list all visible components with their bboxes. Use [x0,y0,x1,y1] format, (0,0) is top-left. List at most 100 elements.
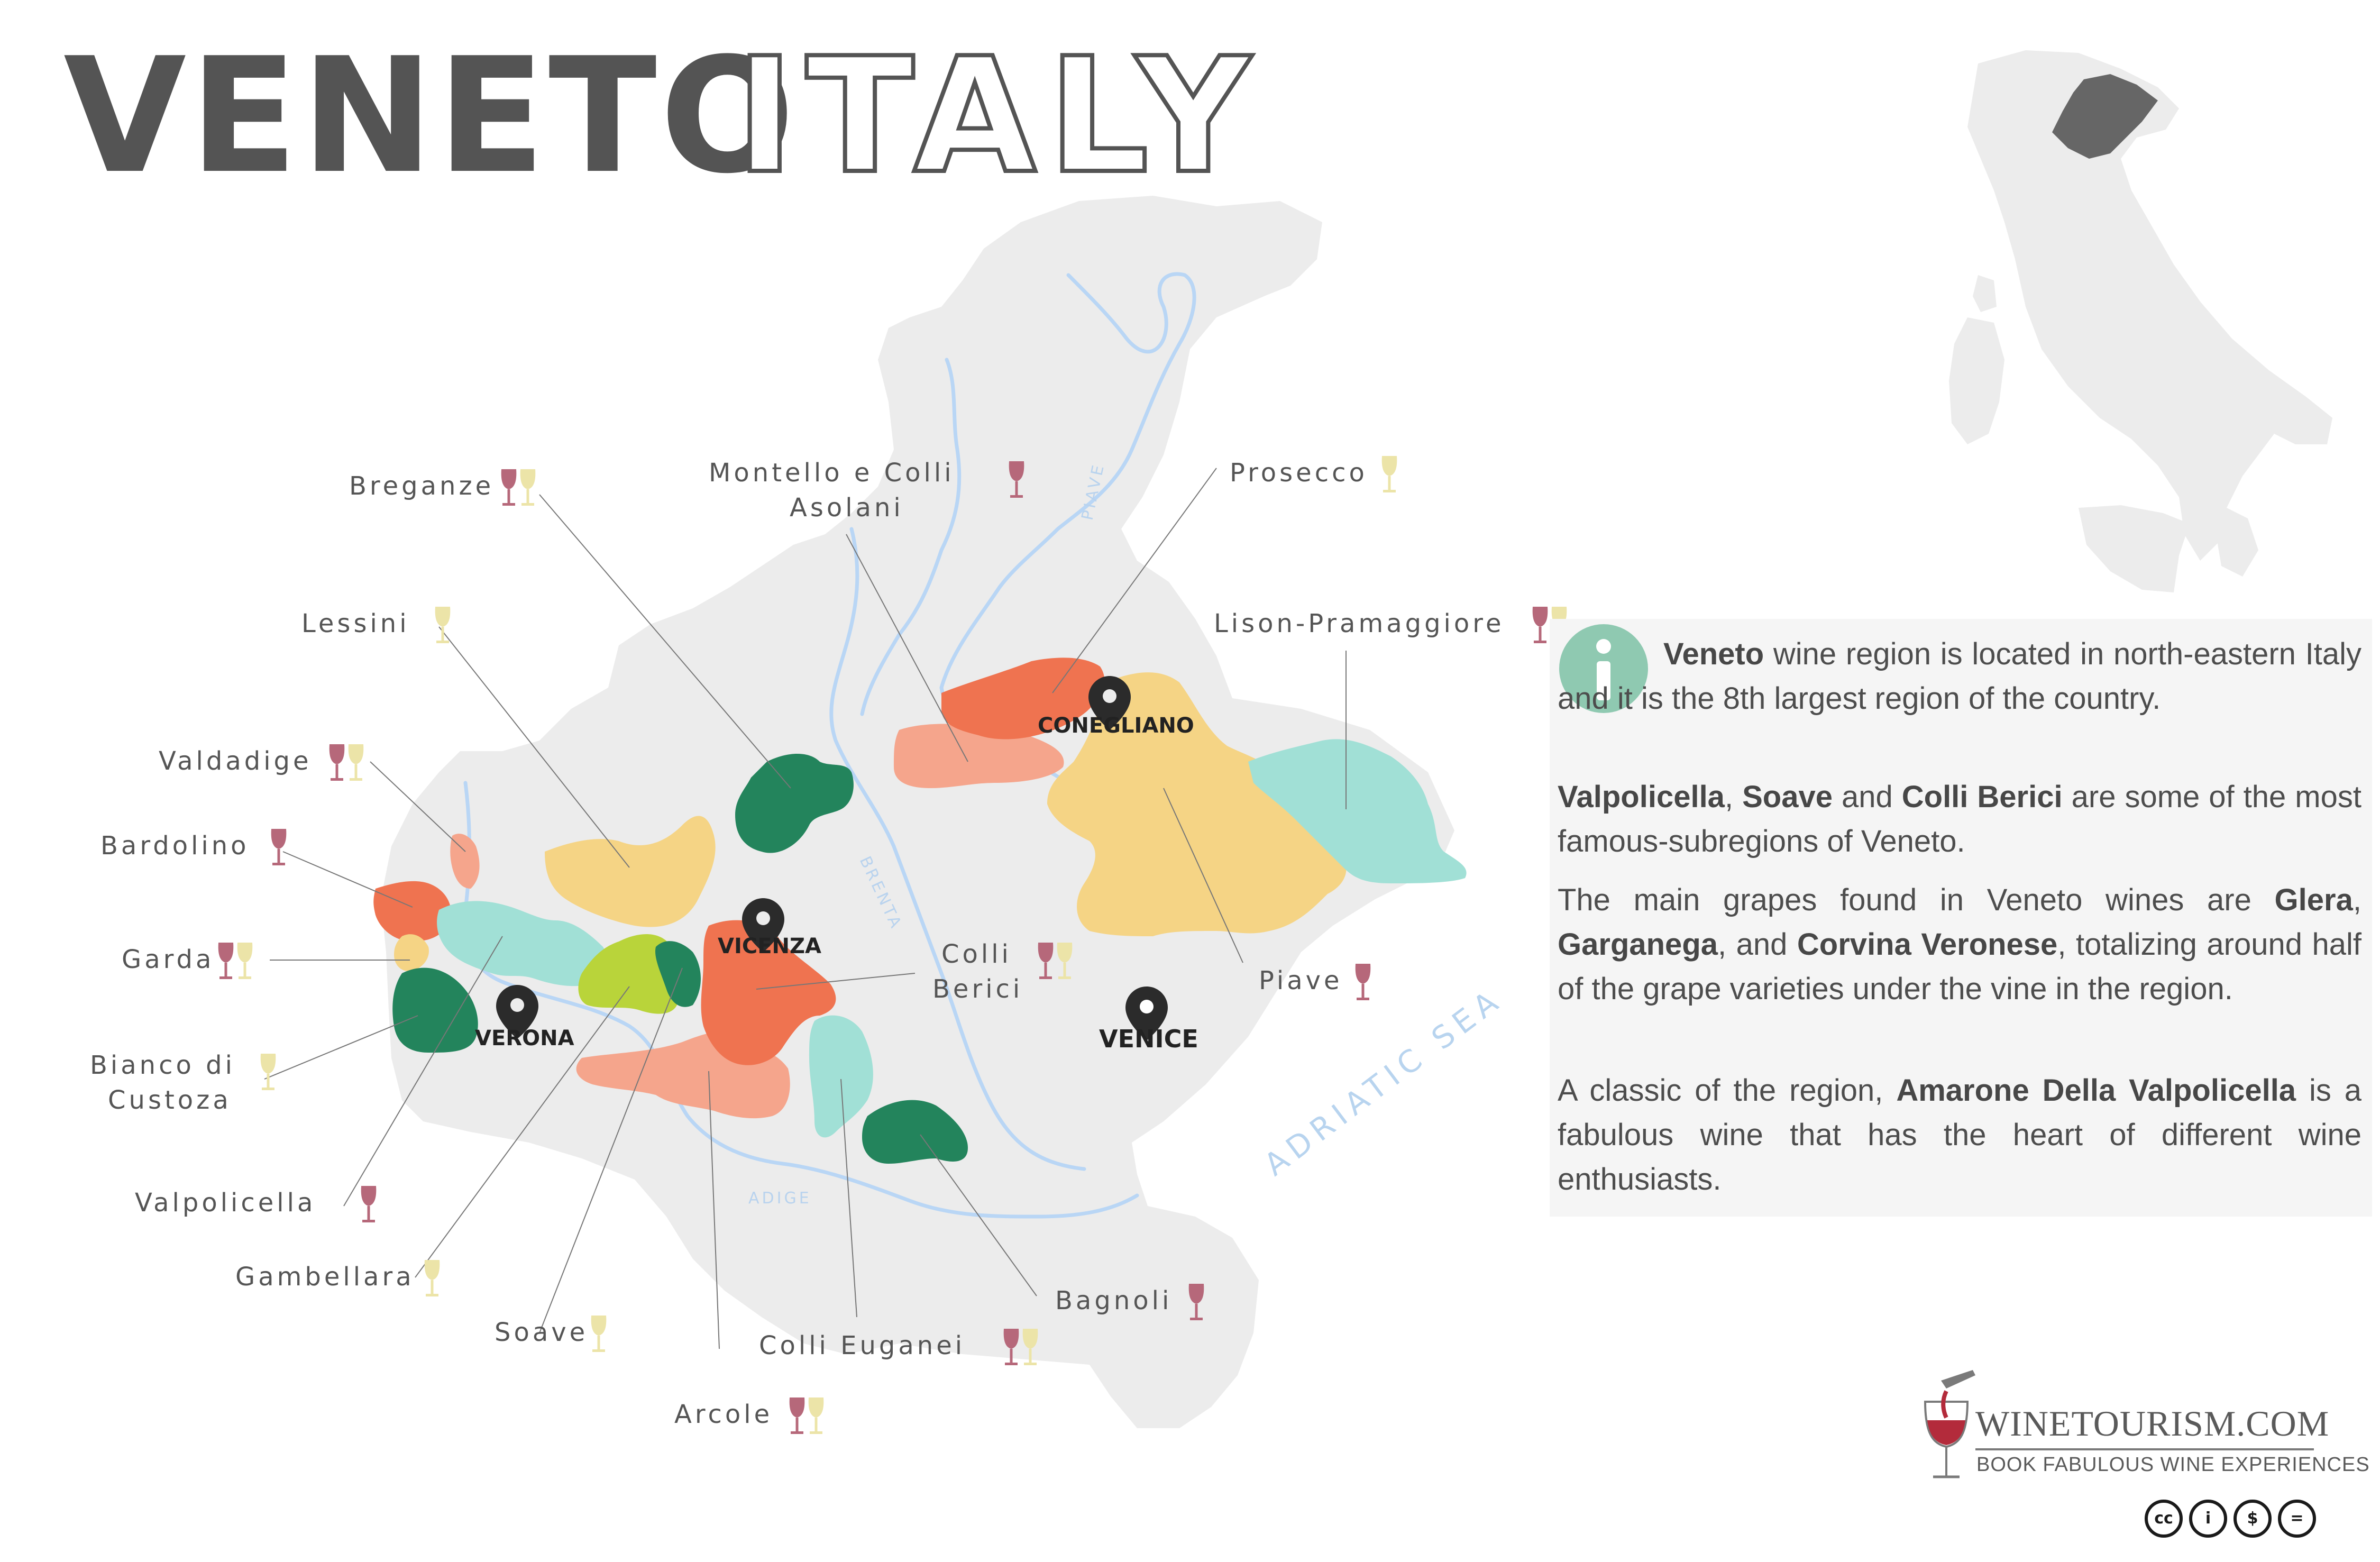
white-wine-glass-icon [435,607,451,643]
leader-colli-berici [756,973,916,990]
region-name: Lessini [301,609,410,638]
wine-subregions [373,657,1467,1164]
leader-soave [539,967,683,1333]
region-name: Arcole [674,1400,773,1429]
leader-arcole [708,1071,720,1349]
leader-lessini [438,626,630,868]
red-wine-glass-icon [1188,1284,1204,1320]
city-marker-conegliano: CONEGLIANO [1038,676,1194,738]
leader-euganei [840,1079,857,1318]
city-marker-vicenza: VICENZA [718,898,821,958]
region-label-bianco-di: Bianco di Custoza [90,1051,276,1115]
sardinia [1949,317,2004,444]
red-wine-glass-icon [361,1186,377,1222]
info-icon [1559,624,1648,713]
region-name-line2: Berici [932,974,1023,1004]
red-wine-glass-icon [1532,607,1548,643]
region-colli-euganei [809,1015,873,1138]
italy-mainland [1967,50,2332,561]
sicily [2079,505,2190,592]
italy-calabria [2216,508,2258,577]
region-labels: Breganze Montello e Colli Asolani Prosecco L… [90,456,1567,1434]
region-name: Montello e Colli [709,458,955,488]
region-name-line2: Custoza [108,1085,232,1115]
leader-gambellara [415,986,630,1278]
region-soave [655,941,701,1007]
white-wine-glass-icon [520,469,536,506]
city-label-conegliano: CONEGLIANO [1038,714,1194,738]
info-paragraph-4: A classic of the region, Amarone Della V… [1558,1073,2361,1196]
river-brenta [829,527,1086,1171]
title-italy: ITALY [733,24,1262,208]
region-name: Colli [941,939,1012,969]
region-label-valdadige: Valdadige [159,744,364,781]
creative-commons-license[interactable]: cc i $ = [2145,1500,2319,1542]
winetourism-logo-icon [1924,1370,1975,1478]
red-wine-glass-icon [1038,943,1054,979]
region-label-colli: Colli Berici [932,939,1073,1004]
region-label-bardolino: Bardolino [100,829,287,865]
region-bagnoli [862,1100,968,1164]
red-wine-glass-icon [1355,964,1371,1000]
region-piave [1047,672,1347,936]
leader-lines [264,468,1347,1349]
region-breganze [735,754,854,853]
city-label-venice: VENICE [1099,1025,1198,1053]
white-wine-glass-icon [1022,1329,1038,1365]
region-name: Gambellara [235,1262,415,1292]
region-label-soave: Soave [495,1316,607,1352]
region-label-bagnoli: Bagnoli [1055,1284,1204,1320]
leader-custoza [264,1015,418,1080]
region-label-valpolicella: Valpolicella [135,1186,377,1222]
red-wine-glass-icon [218,943,234,979]
leader-piave [1163,788,1243,963]
white-wine-glass-icon [591,1316,607,1352]
info-panel [1550,619,2372,1217]
region-name: Bianco di [90,1051,235,1080]
region-montello-colli-asolani [894,724,1064,788]
italy-inset-map [1949,50,2332,592]
italy-veneto-highlight [2052,74,2158,159]
city-label-vicenza: VICENZA [718,934,821,958]
region-label-prosecco: Prosecco [1230,456,1397,492]
white-wine-glass-icon [1057,943,1073,979]
white-wine-glass-icon [348,744,364,781]
attribution-icon: i [2189,1500,2227,1538]
white-wine-glass-icon [1381,456,1397,492]
cc-icon: cc [2145,1500,2183,1538]
region-name: Piave [1259,966,1343,995]
river-label-adige: ADIGE [748,1189,812,1208]
corsica [1973,275,1997,312]
region-label-montello-e-colli: Montello e Colli Asolani [709,458,1024,523]
region-name: Breganze [349,471,494,501]
logo-wordmark[interactable]: WINETOURISM.COM [1975,1403,2330,1444]
logo-divider [1975,1448,2314,1450]
white-wine-glass-icon [237,943,253,979]
city-label-verona: VERONA [475,1026,574,1051]
city-marker-verona: VERONA [475,985,574,1051]
red-wine-glass-icon [1003,1329,1019,1365]
red-wine-glass-icon [271,829,287,865]
region-colli-berici [701,920,836,1065]
region-name: Colli Euganei [759,1331,965,1360]
region-lessini [545,816,716,927]
region-name: Bardolino [100,831,250,861]
region-label-colli-euganei: Colli Euganei [759,1329,1038,1365]
veneto-land [381,196,1454,1428]
logo-tagline: BOOK FABULOUS WINE EXPERIENCES [1976,1454,2370,1476]
region-label-lessini: Lessini [301,607,451,643]
leader-montello [846,534,968,762]
white-wine-glass-icon [260,1054,276,1090]
leader-valdadige [370,761,466,852]
region-name-line2: Asolani [790,493,904,523]
river-piave-branch [860,358,962,716]
region-bianco-di-custoza [392,967,478,1053]
white-wine-glass-icon [808,1397,824,1434]
leader-prosecco [1052,468,1217,693]
white-wine-glass-icon [424,1260,440,1296]
region-name: Soave [495,1318,588,1347]
leader-bardolino [282,851,413,908]
info-paragraph-1: Veneto wine region is located in north-e… [1558,637,2361,716]
region-valpolicella [437,901,609,986]
